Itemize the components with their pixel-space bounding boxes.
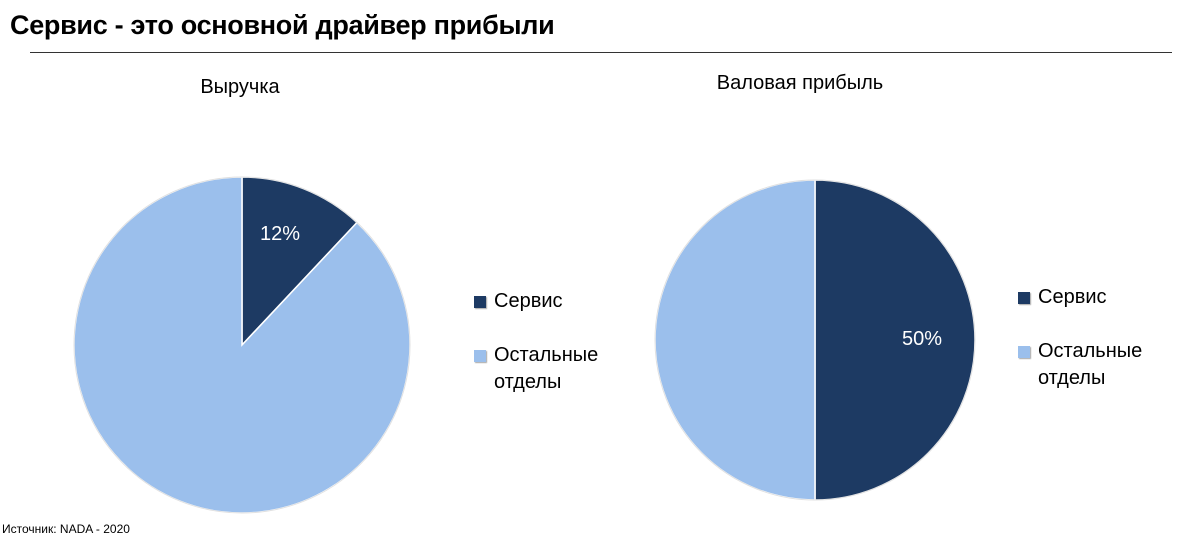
data-label-service: 12% — [260, 223, 300, 245]
pie-outline — [73, 176, 411, 514]
legend-swatch-other — [474, 350, 486, 362]
title-divider — [30, 52, 1172, 53]
legend-item-other: Остальные отделы — [1018, 338, 1158, 392]
legend-swatch-service — [1018, 292, 1030, 304]
pie-slice-other — [654, 179, 816, 501]
chart-title-gross-profit: Валовая прибыль — [716, 72, 884, 94]
pie-chart-gross-profit: 50% — [654, 179, 976, 501]
legend-swatch-service — [474, 296, 486, 308]
pie-slice-other — [73, 176, 411, 514]
legend-label-other: Остальные отделы — [494, 344, 599, 393]
pie-chart-revenue: 12% — [73, 176, 411, 514]
legend-revenue: Сервис Остальные отделы — [474, 288, 614, 396]
legend-gross-profit: Сервис Остальные отделы — [1018, 284, 1158, 392]
legend-label-service: Сервис — [1038, 286, 1107, 308]
pie-outline — [654, 179, 976, 501]
chart-title-revenue: Выручка — [200, 76, 280, 98]
legend-label-service: Сервис — [494, 290, 563, 312]
page-title: Сервис - это основной драйвер прибыли — [10, 10, 555, 40]
legend-item-service: Сервис — [1018, 284, 1158, 311]
source-note: Источник: NADA - 2020 — [2, 522, 130, 536]
legend-item-service: Сервис — [474, 288, 614, 315]
pie-slice-service — [814, 179, 976, 501]
legend-swatch-other — [1018, 346, 1030, 358]
pie-slice-service — [241, 176, 359, 347]
legend-item-other: Остальные отделы — [474, 342, 614, 396]
legend-label-other: Остальные отделы — [1038, 340, 1143, 389]
data-label-service: 50% — [902, 328, 942, 350]
